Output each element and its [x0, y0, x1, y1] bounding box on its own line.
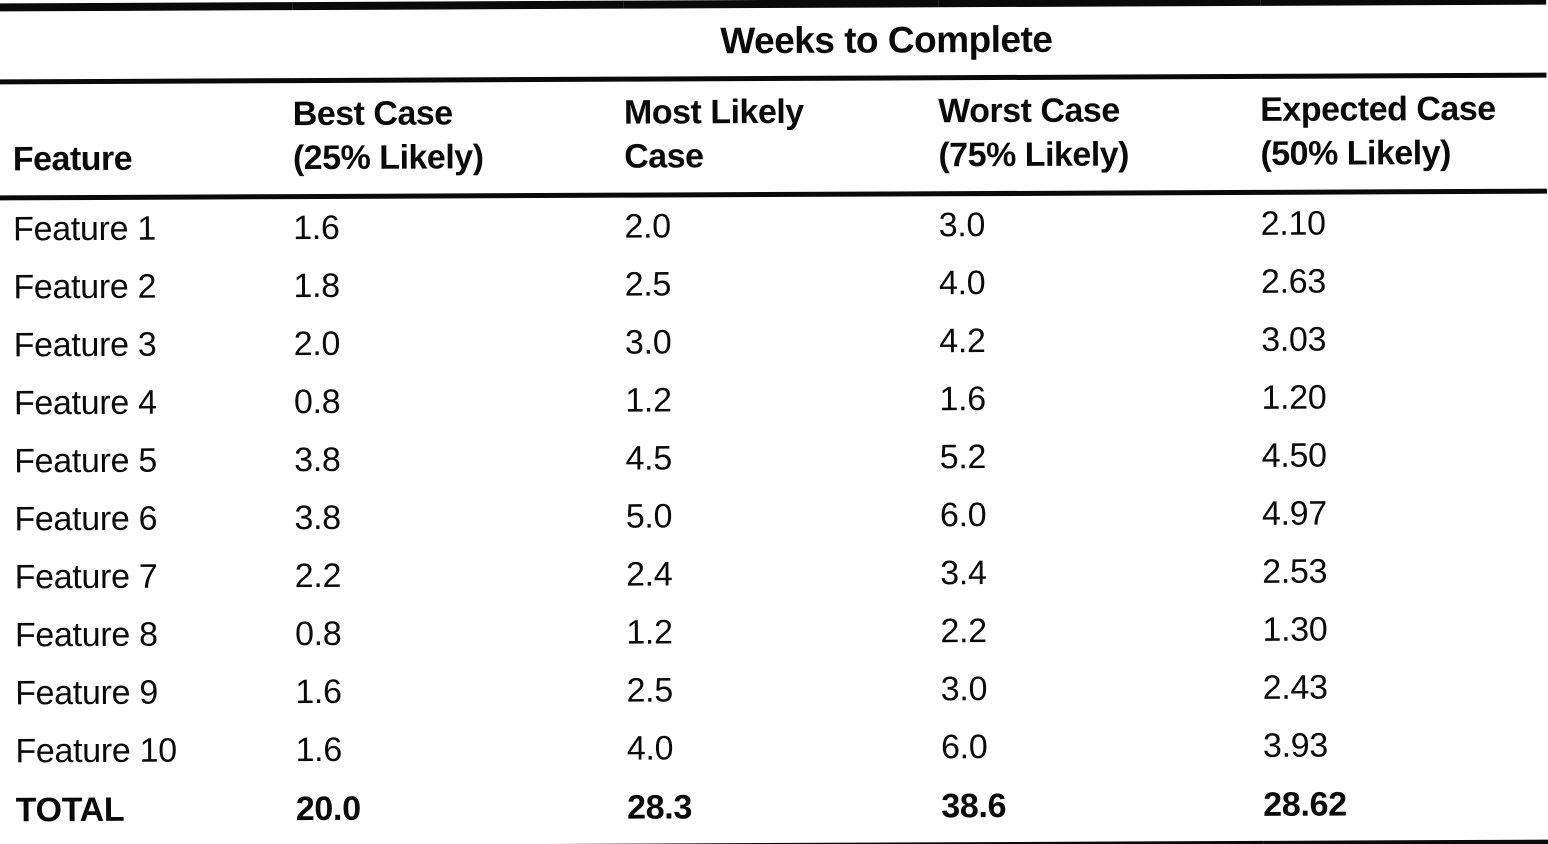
cell-worst-case: 3.4 — [940, 553, 987, 592]
col-header-worst-case-line1: Worst Case — [938, 91, 1120, 131]
cell-expected-case: 4.97 — [1261, 494, 1328, 533]
cell-best-case: 3.8 — [294, 440, 341, 479]
table-row: Feature 1 1.6 2.0 3.0 2.10 — [0, 191, 1547, 258]
cell-feature: Feature 3 — [13, 325, 157, 364]
column-header-row: Feature Best Case (25% Likely) Most Likel… — [0, 75, 1547, 198]
cell-total-most-likely: 28.3 — [626, 787, 693, 827]
cell-most-likely: 2.5 — [624, 264, 672, 304]
cell-feature: Feature 5 — [14, 441, 158, 480]
cell-expected-case: 1.30 — [1262, 610, 1328, 649]
table-row: Feature 9 1.6 2.5 3.0 2.43 — [1, 658, 1548, 723]
table-row: Feature 5 3.8 4.5 5.2 4.50 — [0, 426, 1548, 491]
cell-best-case: 0.8 — [294, 614, 342, 653]
cell-most-likely: 2.4 — [625, 554, 673, 594]
cell-feature: Feature 1 — [13, 209, 157, 248]
cell-most-likely: 5.0 — [625, 496, 673, 536]
cell-worst-case: 5.2 — [939, 437, 987, 476]
col-header-worst-case: Worst Case (75% Likely) — [938, 76, 1261, 194]
cell-feature: Feature 9 — [15, 673, 159, 712]
table-row: Feature 4 0.8 1.2 1.6 1.20 — [0, 368, 1548, 433]
cell-worst-case: 2.2 — [940, 611, 987, 650]
col-header-most-likely: Most Likely Case — [623, 77, 939, 196]
cell-best-case: 0.8 — [293, 382, 341, 421]
cell-best-case: 1.6 — [293, 208, 340, 247]
col-header-feature: Feature — [0, 80, 294, 198]
cell-expected-case: 3.93 — [1262, 726, 1329, 765]
cell-most-likely: 2.5 — [626, 670, 673, 710]
cell-best-case: 3.8 — [294, 498, 341, 537]
cell-most-likely: 4.0 — [626, 728, 674, 768]
cell-worst-case: 1.6 — [939, 379, 986, 418]
cell-most-likely: 1.2 — [626, 612, 673, 652]
cell-feature: Feature 7 — [14, 557, 158, 596]
col-header-expected-case: Expected Case (50% Likely) — [1260, 75, 1547, 193]
col-header-expected-case-line1: Expected Case — [1260, 89, 1496, 129]
cell-feature: Feature 6 — [14, 499, 158, 538]
cell-total-worst-case: 38.6 — [941, 786, 1007, 825]
cell-most-likely: 3.0 — [624, 322, 672, 362]
table-row: Feature 2 1.8 2.5 4.0 2.63 — [0, 252, 1548, 317]
cell-expected-case: 2.63 — [1260, 262, 1327, 301]
spanner-spacer — [0, 6, 293, 82]
col-header-most-likely-line1: Most Likely — [623, 92, 804, 132]
cell-best-case: 1.8 — [293, 266, 340, 305]
cell-expected-case: 1.20 — [1261, 378, 1327, 417]
cell-feature: Feature 4 — [13, 383, 157, 422]
col-header-most-likely-line2: Case — [624, 136, 704, 176]
total-row: TOTAL 20.0 28.3 38.6 28.62 — [2, 774, 1548, 844]
cell-expected-case: 4.50 — [1261, 436, 1327, 475]
cell-feature: Feature 2 — [13, 267, 157, 306]
col-header-best-case-line1: Best Case — [292, 94, 453, 134]
table-row: Feature 7 2.2 2.4 3.4 2.53 — [1, 542, 1548, 607]
table-row: Feature 10 1.6 4.0 6.0 3.93 — [1, 716, 1548, 781]
spanner-row: Weeks to Complete — [0, 0, 1547, 82]
cell-worst-case: 3.0 — [940, 669, 988, 708]
col-header-expected-case-line2: (50% Likely) — [1260, 133, 1452, 173]
cell-total-expected-case: 28.62 — [1263, 785, 1347, 824]
col-header-worst-case-line2: (75% Likely) — [938, 134, 1130, 174]
cell-worst-case: 6.0 — [939, 495, 987, 534]
cell-feature: Feature 8 — [14, 615, 158, 654]
cell-expected-case: 3.03 — [1261, 320, 1327, 359]
table-row: Feature 3 2.0 3.0 4.2 3.03 — [0, 310, 1548, 375]
cell-best-case: 1.6 — [295, 672, 342, 711]
table-title: Weeks to Complete — [292, 0, 1547, 81]
col-header-best-case: Best Case (25% Likely) — [292, 79, 625, 197]
cell-most-likely: 4.5 — [625, 438, 672, 478]
cell-expected-case: 2.43 — [1262, 668, 1328, 707]
cell-best-case: 2.0 — [293, 324, 341, 363]
cell-most-likely: 1.2 — [625, 380, 672, 420]
cell-total-best-case: 20.0 — [295, 789, 361, 828]
cell-worst-case: 6.0 — [940, 727, 988, 766]
cell-best-case: 1.6 — [295, 730, 342, 769]
cell-feature: Feature 10 — [15, 731, 177, 770]
cell-worst-case: 4.2 — [939, 321, 986, 360]
cell-most-likely: 2.0 — [624, 206, 671, 246]
cell-best-case: 2.2 — [294, 556, 342, 595]
cell-total-label: TOTAL — [15, 790, 125, 829]
cell-worst-case: 3.0 — [938, 205, 986, 244]
cell-expected-case: 2.10 — [1260, 204, 1326, 243]
table-row: Feature 6 3.8 5.0 6.0 4.97 — [0, 484, 1548, 549]
cell-worst-case: 4.0 — [938, 263, 986, 302]
table-row: Feature 8 0.8 1.2 2.2 1.30 — [1, 600, 1548, 665]
cell-expected-case: 2.53 — [1262, 552, 1328, 591]
col-header-best-case-line2: (25% Likely) — [292, 137, 484, 177]
